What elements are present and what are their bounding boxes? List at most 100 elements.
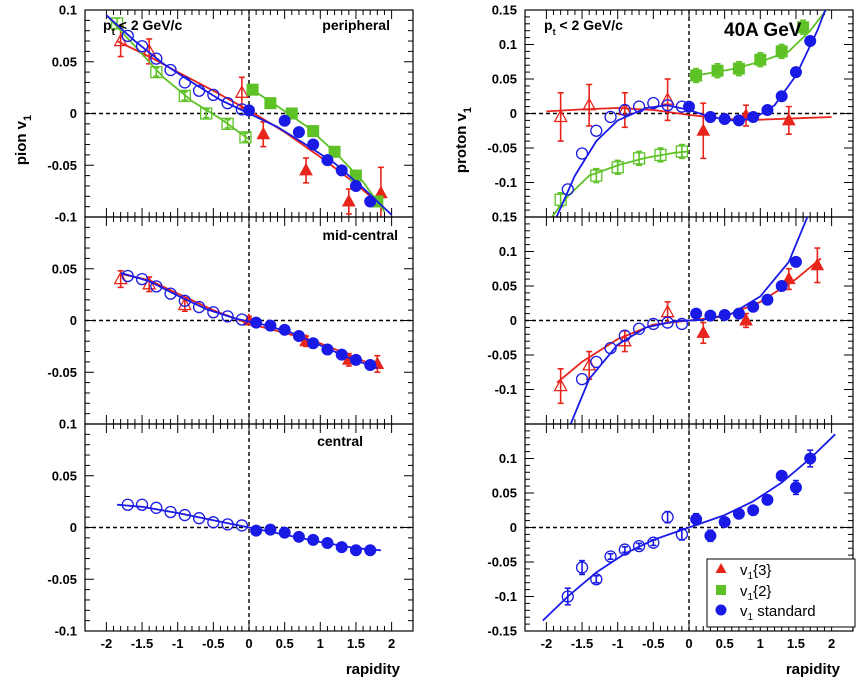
data-point-v1_std — [235, 313, 249, 326]
data-point-v1_3 — [739, 312, 753, 326]
data-point-v1_std — [207, 516, 220, 529]
panel-pion-mid-central: -0.05 0 0.05 — [47, 216, 414, 425]
data-point-v1_2 — [797, 21, 810, 34]
data-point-v1_std — [135, 40, 149, 53]
data-point-v1_std — [561, 183, 574, 196]
data-point-v1_std — [307, 337, 320, 350]
data-point-v1_std — [718, 113, 731, 126]
data-point-v1_std — [278, 323, 291, 336]
pt-cut-left: pt < 2 GeV/c — [103, 17, 182, 38]
pt-cut-right: pt < 2 GeV/c — [544, 17, 623, 37]
data-point-v1_std — [192, 512, 206, 525]
y-tick-label: 0.15 — [492, 210, 517, 225]
data-point-v1_std — [604, 550, 617, 563]
y-tick-label: 0.05 — [52, 261, 77, 276]
y-tick-label: -0.1 — [495, 175, 517, 190]
data-point-v1_2 — [328, 145, 341, 158]
data-point-v1_std — [618, 543, 631, 556]
data-point-v1_std — [561, 590, 574, 603]
x-tick-label: 0.5 — [276, 636, 294, 651]
data-point-v1_std — [364, 359, 377, 372]
fit-curve-v1_std — [555, 10, 827, 217]
data-point-v1_2 — [775, 45, 788, 58]
plot-area — [113, 269, 385, 374]
data-point-v1_3 — [341, 193, 356, 207]
data-point-v1_2 — [221, 117, 234, 130]
y-tick-label: 0.1 — [499, 451, 517, 466]
y-tick-label: 0 — [510, 520, 517, 535]
data-point-v1_std — [775, 280, 788, 292]
x-tick-label: -1 — [172, 636, 184, 651]
data-point-v1_std — [135, 498, 149, 511]
data-point-v1_std — [364, 544, 377, 557]
y-tick-label: -0.1 — [495, 589, 517, 604]
data-point-v1_std — [761, 293, 774, 306]
data-point-v1_std — [690, 513, 703, 526]
x-tick-label: -1.5 — [571, 636, 593, 651]
data-point-v1_std — [647, 97, 660, 110]
y-tick-label: 0.05 — [492, 72, 517, 87]
data-point-v1_std — [718, 515, 731, 528]
plot-area — [117, 498, 381, 557]
x-tick-label: 2 — [828, 636, 835, 651]
y-tick-label: -0.1 — [55, 210, 77, 225]
data-point-v1_2 — [150, 65, 163, 79]
data-point-v1_std — [747, 300, 760, 313]
x-tick-label: 2 — [388, 636, 395, 651]
x-tick-label: 1.5 — [787, 636, 805, 651]
y-tick-label: 0 — [510, 313, 517, 328]
data-point-v1_std — [292, 126, 305, 139]
data-point-v1_2 — [611, 161, 624, 174]
data-point-v1_std — [590, 124, 603, 137]
data-point-v1_std — [264, 319, 277, 332]
y-tick-label: 0.1 — [59, 3, 77, 18]
data-point-v1_std — [632, 100, 646, 113]
data-point-v1_3 — [582, 357, 597, 371]
panel-pion-central: -0.1 -0.05 0 0.05 0.1 -2 -1.5 -1 -0.5 0 0.5 1 1.5 2 — [47, 417, 414, 651]
data-point-v1_std — [661, 316, 674, 329]
data-point-v1_std — [789, 66, 802, 79]
data-point-v1_std — [364, 195, 377, 208]
y-tick-label: -0.15 — [487, 624, 517, 639]
data-point-v1_std — [178, 508, 191, 522]
data-point-v1_3 — [781, 271, 796, 285]
data-point-v1_3 — [553, 378, 568, 392]
data-point-v1_std — [789, 481, 802, 494]
data-point-v1_2 — [307, 125, 320, 138]
data-point-v1_std — [264, 523, 277, 536]
left-ylabel: pion v1 — [13, 115, 34, 165]
x-tick-label: 1 — [317, 636, 324, 651]
panel-proton-peripheral: -0.1 -0.05 0 0.05 0.1 0.15 — [487, 3, 854, 218]
x-tick-label: 1.5 — [347, 636, 365, 651]
data-point-v1_2 — [632, 152, 646, 165]
data-point-v1_std — [150, 501, 163, 514]
plot-area — [542, 433, 836, 622]
y-tick-label: -0.05 — [487, 555, 517, 570]
data-point-v1_std — [804, 35, 817, 48]
data-point-v1_std — [250, 316, 263, 329]
data-point-v1_std — [675, 317, 689, 331]
data-point-v1_2 — [239, 131, 252, 144]
y-tick-label: -0.05 — [487, 141, 517, 156]
x-tick-label: -2 — [101, 636, 113, 651]
data-point-v1_std — [575, 372, 589, 386]
data-point-v1_2 — [690, 69, 703, 82]
data-point-v1_std — [307, 138, 320, 151]
data-point-v1_std — [178, 294, 191, 307]
data-point-v1_std — [349, 544, 362, 557]
panels-layer: -0.1 -0.05 0 0.05 0.1 -0.05 0 0.05 -0.1 -0.05 0 0.0… — [47, 3, 854, 651]
data-point-v1_2 — [200, 107, 213, 120]
data-point-v1_std — [321, 537, 334, 550]
y-tick-label: 0.05 — [52, 468, 77, 483]
data-point-v1_std — [335, 541, 348, 554]
data-point-v1_std — [192, 84, 206, 97]
data-point-v1_std — [150, 52, 163, 65]
y-tick-label: -0.05 — [47, 572, 77, 587]
y-tick-label: 0 — [70, 520, 77, 535]
x-tick-label: -2 — [541, 636, 553, 651]
fit-curve-v1_std — [542, 433, 836, 622]
data-point-v1_std — [775, 469, 788, 482]
data-point-v1_std — [647, 317, 660, 331]
data-point-v1_std — [121, 29, 134, 43]
